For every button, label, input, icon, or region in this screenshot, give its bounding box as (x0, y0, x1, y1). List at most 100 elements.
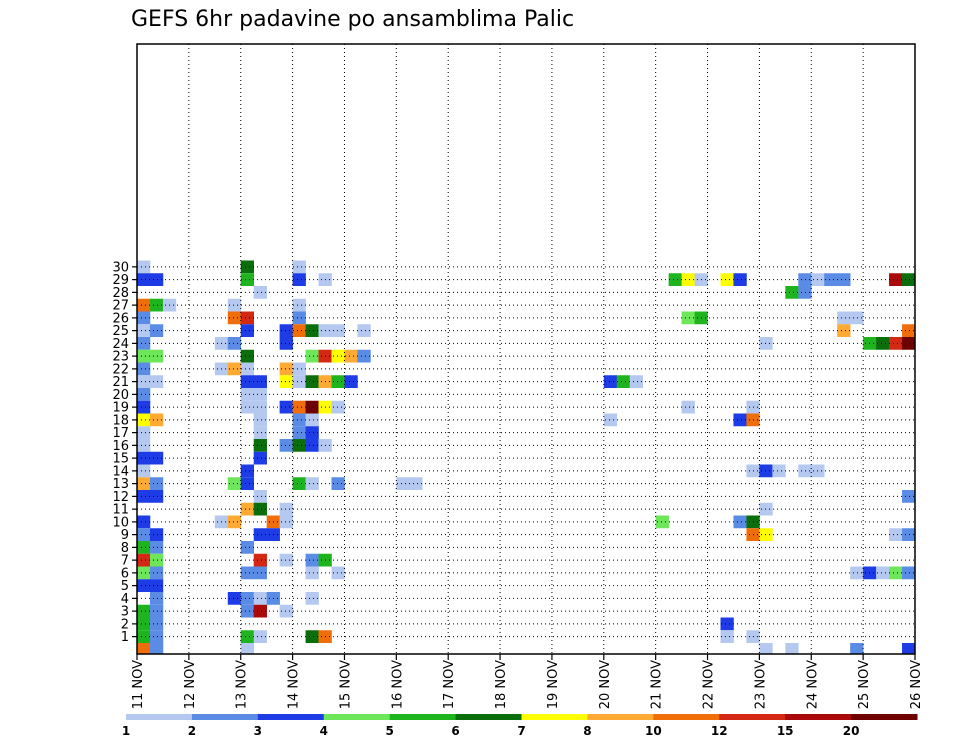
heatmap-cell (720, 630, 734, 643)
heatmap-cell (240, 604, 254, 618)
heatmap-cell (137, 298, 151, 312)
y-tick-label: 11 (112, 503, 129, 518)
heatmap-cell (305, 413, 319, 427)
heatmap-cell (759, 337, 773, 350)
heatmap-cell (279, 515, 293, 529)
heatmap-cell (681, 273, 695, 286)
colorbar-label: 20 (843, 724, 860, 738)
heatmap-cell (253, 375, 267, 388)
y-tick-label: 24 (112, 337, 129, 352)
heatmap-cell (305, 324, 319, 337)
x-tick-label: 23 NOV (753, 660, 768, 709)
heatmap-cell (305, 630, 319, 643)
heatmap-cell (253, 553, 267, 567)
heatmap-cell (292, 311, 306, 325)
heatmap-cell (240, 260, 254, 274)
heatmap-cell (759, 464, 773, 478)
heatmap-cell (149, 566, 164, 580)
heatmap-cell (603, 413, 618, 427)
heatmap-cell (720, 617, 734, 631)
y-tick-label: 30 (112, 260, 129, 275)
colorbar-label: 8 (583, 724, 591, 738)
heatmap-cell (253, 286, 267, 299)
y-tick-label: 16 (112, 439, 129, 454)
heatmap-cell (798, 464, 812, 478)
heatmap-cell (292, 273, 306, 286)
heatmap-cell (292, 400, 306, 414)
heatmap-cell (305, 592, 319, 605)
heatmap-cell (850, 566, 864, 580)
heatmap-cell (149, 349, 164, 363)
heatmap-cell (837, 324, 851, 337)
heatmap-cell (279, 337, 293, 350)
heatmap-cell (240, 464, 254, 478)
heatmap-cell (279, 362, 293, 376)
heatmap-cell (292, 439, 306, 452)
heatmap-cell (137, 604, 151, 618)
heatmap-cell (137, 515, 151, 529)
heatmap-cell (279, 502, 293, 516)
heatmap-cell (889, 566, 903, 580)
y-tick-label: 20 (112, 388, 129, 403)
colorbar-label: 6 (451, 724, 459, 738)
heatmap-cell (292, 413, 306, 427)
y-tick-label: 27 (112, 299, 129, 314)
y-tick-label: 2 (121, 617, 129, 632)
heatmap-cell (655, 515, 669, 529)
heatmap-cell (240, 311, 254, 325)
heatmap-cell (137, 579, 151, 592)
heatmap-cell (305, 375, 319, 388)
heatmap-cell (305, 349, 319, 363)
x-tick-label: 16 NOV (390, 660, 405, 709)
heatmap-cell (137, 337, 151, 350)
x-tick-label: 12 NOV (183, 660, 198, 709)
heatmap-cell (331, 324, 345, 337)
heatmap-cell (902, 324, 916, 337)
heatmap-cell (137, 426, 151, 439)
heatmap-cell (240, 643, 254, 654)
heatmap-cell (292, 426, 306, 439)
x-tick-label: 14 NOV (287, 660, 302, 709)
heatmap-cell (616, 375, 631, 388)
heatmap-cell (850, 311, 864, 325)
heatmap-cell (149, 451, 164, 465)
x-tick-label: 11 NOV (131, 660, 146, 709)
heatmap-cell (785, 643, 799, 654)
x-tick-label: 24 NOV (805, 660, 820, 709)
y-tick-label: 3 (121, 605, 129, 620)
heatmap-cell (137, 311, 151, 325)
heatmap-cell (227, 592, 242, 605)
heatmap-cell (279, 604, 293, 618)
y-tick-label: 15 (112, 452, 129, 467)
y-tick-label: 23 (112, 350, 129, 365)
x-tick-label: 20 NOV (598, 660, 613, 709)
heatmap-cell (305, 553, 319, 567)
heatmap-cell (681, 400, 695, 414)
chart-title: GEFS 6hr padavine po ansamblima Palic (131, 7, 574, 32)
heatmap-cell (889, 337, 903, 350)
heatmap-cell (253, 490, 267, 503)
colorbar-label: 4 (320, 724, 328, 738)
heatmap-cell (149, 643, 164, 654)
heatmap-cell (240, 273, 254, 286)
heatmap-cell (357, 349, 371, 363)
heatmap-cell (253, 528, 267, 541)
heatmap-cell (137, 362, 151, 376)
colorbar-swatch (521, 714, 588, 720)
y-tick-label: 25 (112, 324, 129, 339)
y-tick-label: 8 (121, 541, 129, 556)
heatmap-cell (137, 439, 151, 452)
heatmap-cell (876, 337, 890, 350)
heatmap-cell (279, 553, 293, 567)
colorbar-swatch (323, 714, 391, 720)
colorbar-swatch (785, 714, 852, 720)
heatmap-cell (889, 273, 903, 286)
y-tick-label: 18 (112, 413, 129, 428)
colorbar-swatch (257, 714, 325, 720)
heatmap-cell (137, 528, 151, 541)
heatmap-cell (344, 375, 358, 388)
heatmap-cell (137, 273, 151, 286)
heatmap-cell (253, 630, 267, 643)
y-tick-label: 28 (112, 286, 129, 301)
